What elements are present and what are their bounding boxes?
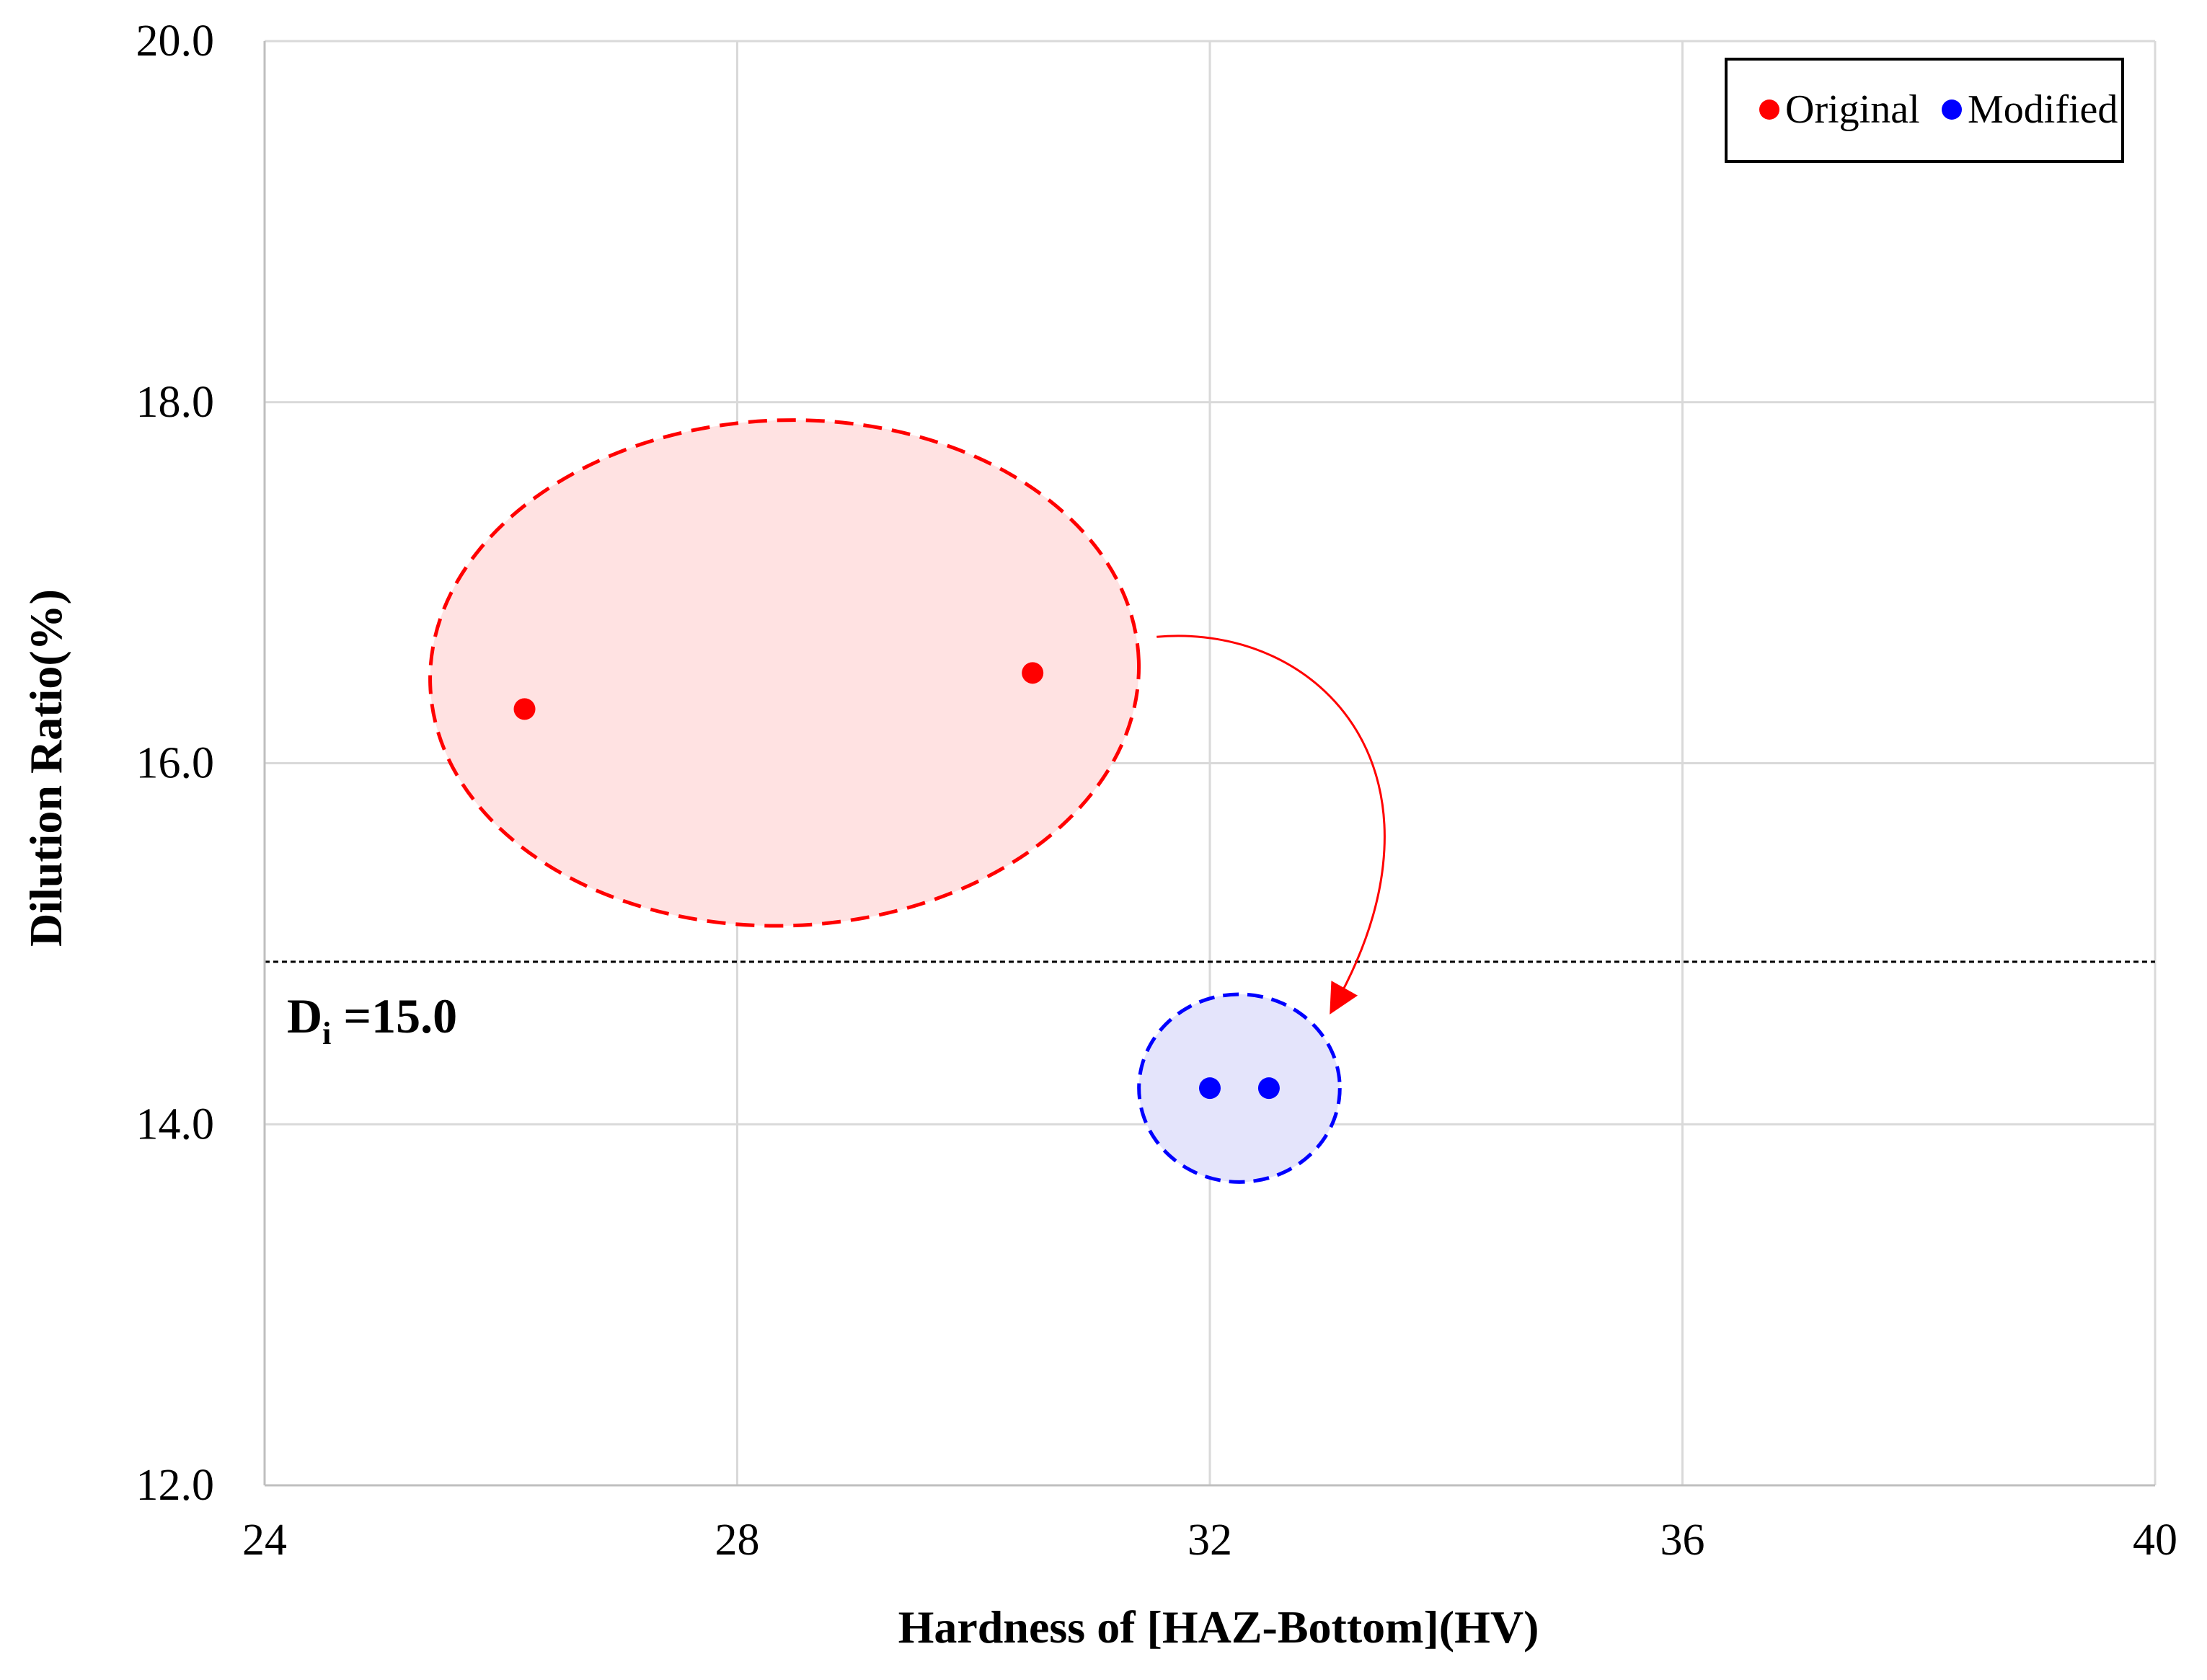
- data-points: [513, 662, 1280, 1100]
- highlight-regions: [428, 418, 1342, 1184]
- x-axis-title: Hardness of [HAZ-Bottom](HV): [898, 1601, 1539, 1653]
- y-tick-label: 14.0: [136, 1100, 215, 1149]
- transition-arrow-group: [1156, 635, 1386, 1014]
- y-tick-label: 16.0: [136, 739, 215, 788]
- legend-marker-original: [1759, 100, 1779, 120]
- threshold-label-value: =15.0: [331, 989, 457, 1043]
- data-point-original: [513, 698, 536, 720]
- x-tick-label: 32: [1187, 1516, 1232, 1565]
- axes: [263, 41, 2155, 1487]
- legend: Original Modified: [1725, 58, 2124, 163]
- x-tick-label: 24: [242, 1516, 287, 1565]
- y-tick-label: 20.0: [136, 17, 215, 66]
- x-tick-label: 36: [1660, 1516, 1705, 1565]
- threshold-label-subscript: i: [322, 1016, 331, 1051]
- x-tick-label: 28: [715, 1516, 760, 1565]
- legend-label-modified: Modified: [1968, 87, 2118, 132]
- data-point-modified: [1257, 1077, 1280, 1100]
- y-axis-title: Dilution Ratio(%): [20, 589, 71, 947]
- data-point-original: [1022, 662, 1044, 684]
- tick-labels: 24 28 32 36 40 12.0 14.0 16.0 18.0 20.0: [136, 17, 2178, 1565]
- y-tick-label: 12.0: [136, 1461, 215, 1510]
- original-region-ellipse: [428, 418, 1141, 928]
- data-point-modified: [1199, 1077, 1221, 1100]
- legend-marker-modified: [1942, 100, 1962, 120]
- legend-box: [1725, 58, 2124, 163]
- transition-arrow: [1156, 635, 1386, 1014]
- x-tick-label: 40: [2133, 1516, 2177, 1565]
- modified-region-ellipse: [1137, 992, 1342, 1184]
- legend-label-original: Original: [1785, 87, 1920, 132]
- threshold-label: Di =15.0: [287, 989, 457, 1051]
- y-tick-label: 18.0: [136, 378, 215, 427]
- threshold-label-main: D: [287, 989, 322, 1043]
- svg-text:Di =15.0: Di =15.0: [287, 989, 457, 1051]
